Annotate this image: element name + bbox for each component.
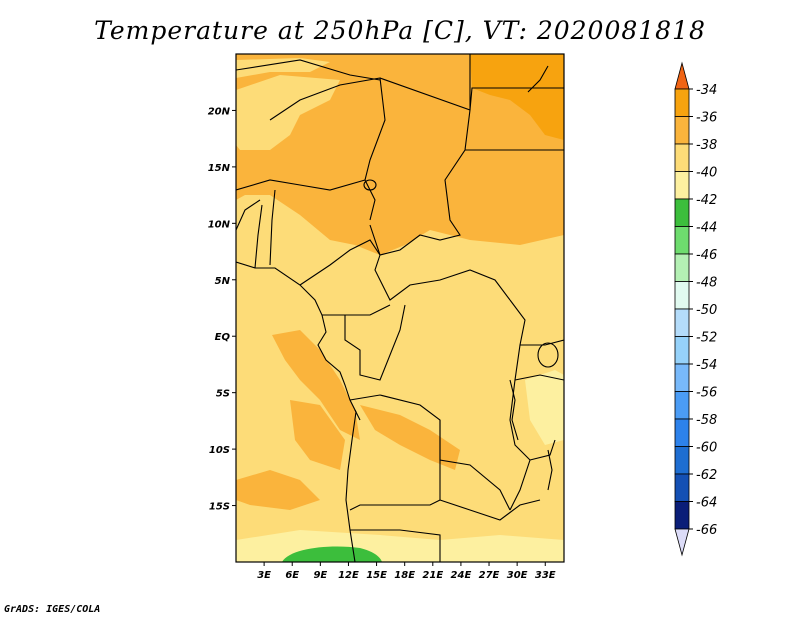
border-namibia xyxy=(350,529,441,562)
latitude-axis: 20N 15N 10N 5N EQ 5S 10S 15S xyxy=(208,106,236,513)
colorbar-segment xyxy=(674,226,690,255)
colorbar-label: -42 xyxy=(696,193,717,208)
red-sea-coast xyxy=(527,65,549,93)
colorbar-label: -62 xyxy=(696,468,717,483)
colorbar-segment xyxy=(674,253,690,282)
colorbar-segment xyxy=(674,501,690,530)
lat-tick-label: 5N xyxy=(215,276,231,287)
colorbar-label: -60 xyxy=(696,441,717,456)
lon-tick-label: 15E xyxy=(366,570,387,581)
colorbar-segment xyxy=(674,363,690,392)
field-level-42-east xyxy=(525,370,564,445)
country-borders xyxy=(236,54,564,562)
field-level-38-ocean xyxy=(290,400,345,470)
colorbar-segment xyxy=(674,308,690,337)
colorbar-segment xyxy=(674,418,690,447)
lon-tick-label: 3E xyxy=(257,570,271,581)
colorbar-segment xyxy=(674,446,690,475)
colorbar-label: -36 xyxy=(696,111,717,126)
coastline-west-africa xyxy=(236,261,357,562)
border-east-africa xyxy=(514,339,564,461)
lon-tick-label: 6E xyxy=(285,570,299,581)
border-sudan xyxy=(465,54,564,151)
lon-tick-label: 9E xyxy=(313,570,327,581)
colorbar-segment xyxy=(674,143,690,172)
temperature-field xyxy=(236,54,564,562)
longitude-axis: 3E 6E 9E 12E 15E 18E 21E 24E 27E 30E 33E xyxy=(257,562,556,581)
field-level-36-northeast xyxy=(470,54,564,140)
lon-tick-label: 21E xyxy=(422,570,443,581)
colorbar-label: -52 xyxy=(696,331,717,346)
colorbar-segment xyxy=(674,198,690,227)
border-west-coastal xyxy=(236,189,276,269)
colorbar-top-arrow xyxy=(674,61,690,90)
colorbar-segment xyxy=(674,473,690,502)
colorbar-segment xyxy=(674,171,690,200)
lat-tick-label: 5S xyxy=(216,389,230,400)
lake-tanganyika xyxy=(509,379,519,441)
colorbar-label: -38 xyxy=(696,138,717,153)
colorbar-label: -66 xyxy=(696,523,717,538)
colorbar-label: -46 xyxy=(696,248,717,263)
field-level-38-coast xyxy=(272,330,360,440)
border-sahara-1 xyxy=(236,59,381,81)
border-car xyxy=(374,254,511,301)
lat-tick-label: 10S xyxy=(209,445,230,456)
colorbar: -34 -36 -38 -40 -42 -44 -46 -48 -50 -52 -54 -56 -58 -… xyxy=(674,61,717,557)
colorbar-label: -34 xyxy=(696,83,717,98)
colorbar-label: -56 xyxy=(696,386,717,401)
lon-tick-label: 18E xyxy=(394,570,415,581)
lat-tick-label: 10N xyxy=(208,219,231,230)
colorbar-segment xyxy=(674,116,690,145)
lon-tick-label: 33E xyxy=(535,570,556,581)
colorbar-segment xyxy=(674,391,690,420)
lake-victoria xyxy=(537,342,559,368)
lake-chad xyxy=(363,179,377,191)
lon-tick-label: 12E xyxy=(338,570,359,581)
map-title: Temperature at 250hPa [C], VT: 202008181… xyxy=(94,16,706,45)
field-level-38-angola xyxy=(360,405,460,470)
lon-tick-label: 27E xyxy=(479,570,500,581)
map-frame xyxy=(235,53,565,563)
border-chad xyxy=(369,77,471,256)
border-zambia xyxy=(439,499,541,521)
lat-tick-label: 15N xyxy=(208,163,231,174)
field-level-40-north-patch xyxy=(236,75,340,150)
border-cameroon xyxy=(299,239,391,316)
field-level-44-south xyxy=(282,546,382,562)
colorbar-label: -50 xyxy=(696,303,717,318)
lat-tick-label: 15S xyxy=(209,502,230,513)
colorbar-label: -64 xyxy=(696,496,717,511)
colorbar-segment xyxy=(674,88,690,117)
lon-tick-label: 30E xyxy=(507,570,528,581)
field-level-38-southwest xyxy=(236,470,320,510)
colorbar-segment xyxy=(674,336,690,365)
border-drc-east xyxy=(509,299,531,511)
lat-tick-label: 20N xyxy=(208,106,231,117)
colorbar-label: -40 xyxy=(696,166,717,181)
border-nigeria-north xyxy=(236,179,376,221)
field-level-40-north-patch2 xyxy=(236,58,330,78)
border-congo xyxy=(344,304,406,381)
lat-tick-label: EQ xyxy=(215,332,231,343)
colorbar-label: -48 xyxy=(696,276,717,291)
colorbar-bottom-arrow xyxy=(674,528,690,557)
lake-malawi xyxy=(547,449,553,491)
colorbar-segment xyxy=(674,281,690,310)
colorbar-label: -44 xyxy=(696,221,717,236)
colorbar-label: -54 xyxy=(696,358,717,373)
colorbar-label: -58 xyxy=(696,413,717,428)
lon-tick-label: 24E xyxy=(451,570,472,581)
credit-text: GrADS: IGES/COLA xyxy=(4,604,101,615)
border-angola xyxy=(349,409,441,511)
